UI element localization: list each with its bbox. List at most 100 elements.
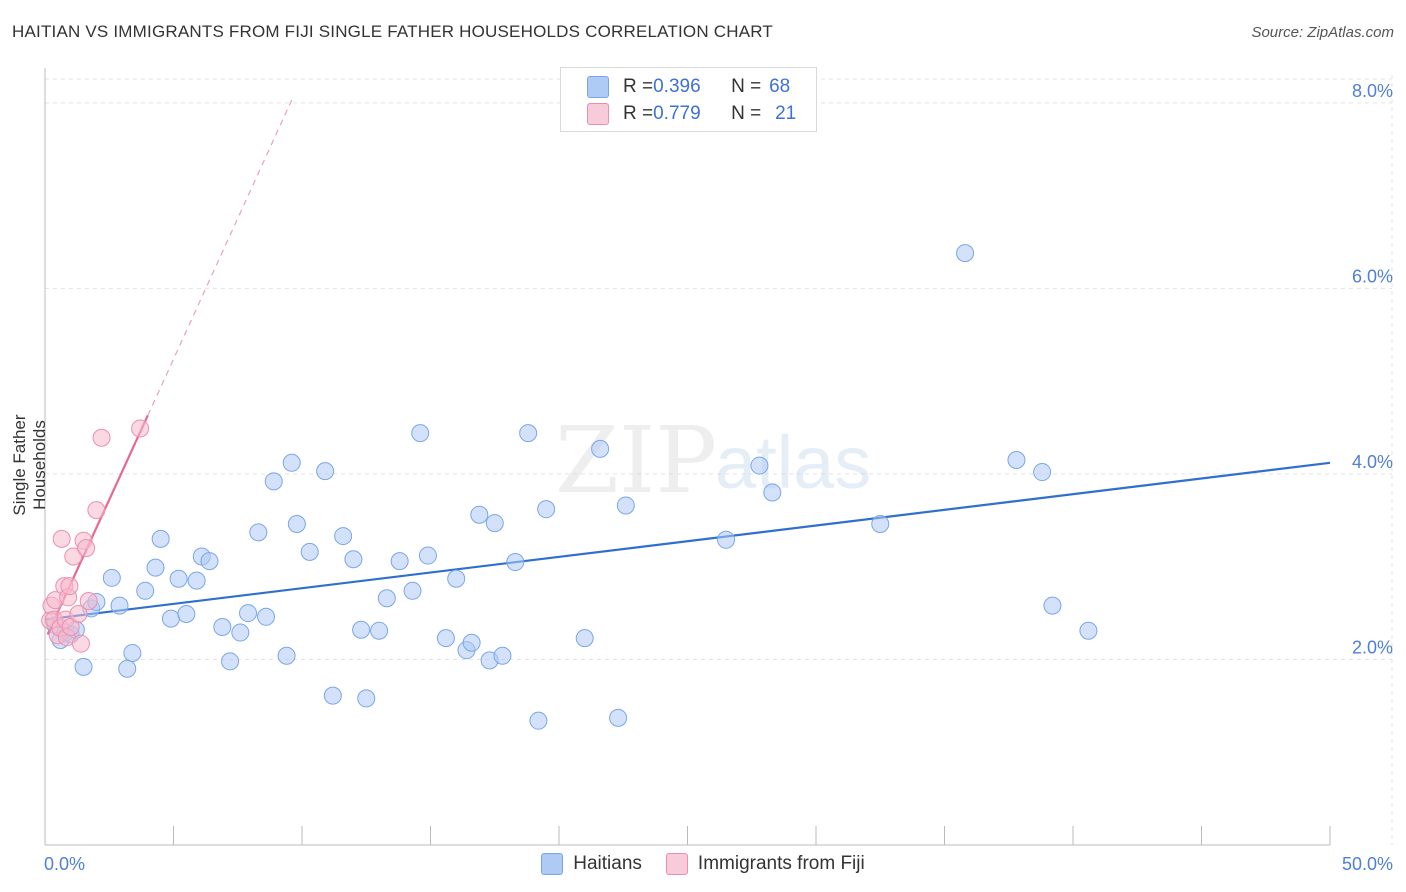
haitians-point bbox=[575, 629, 594, 648]
haitians-point bbox=[352, 620, 371, 639]
y-tick-label: 4.0% bbox=[1352, 452, 1393, 472]
haitians-point bbox=[390, 552, 409, 571]
haitians-point bbox=[110, 596, 129, 615]
fiji-point bbox=[79, 592, 98, 611]
haitians-point bbox=[136, 581, 155, 600]
fiji-trend-extension bbox=[147, 99, 293, 416]
haitians-point bbox=[231, 623, 250, 642]
haitians-point bbox=[493, 646, 512, 665]
haitians-point bbox=[213, 617, 232, 636]
haitians-point bbox=[1033, 463, 1052, 482]
legend-swatch-haitians bbox=[587, 76, 609, 98]
watermark: ZIP atlas bbox=[555, 407, 871, 514]
haitians-point bbox=[717, 530, 736, 549]
haitians-point bbox=[287, 515, 306, 534]
y-tick-label: 8.0% bbox=[1352, 81, 1393, 101]
y-tick-label: 2.0% bbox=[1352, 637, 1393, 657]
legend-n-value: 68 bbox=[769, 76, 791, 97]
fiji-point bbox=[52, 529, 71, 548]
haitians-point bbox=[750, 456, 769, 475]
fiji-point bbox=[60, 577, 79, 596]
haitians-point bbox=[249, 523, 268, 542]
haitians-point bbox=[357, 689, 376, 708]
fiji-point bbox=[87, 501, 106, 520]
haitians-point bbox=[151, 529, 170, 548]
haitians-point bbox=[403, 581, 422, 600]
legend-swatch-haitians bbox=[541, 853, 564, 875]
haitians-point bbox=[177, 605, 196, 623]
haitians-point bbox=[763, 483, 782, 502]
haitians-point bbox=[537, 500, 556, 519]
legend-r-value: 0.779 bbox=[653, 103, 701, 124]
fiji-point bbox=[71, 634, 90, 653]
legend-label-haitians: Haitians bbox=[573, 853, 642, 874]
haitians-point bbox=[377, 589, 396, 608]
haitians-point bbox=[485, 514, 504, 533]
data-points bbox=[41, 244, 1098, 730]
legend-item-fiji[interactable]: Immigrants from Fiji bbox=[665, 853, 865, 875]
haitians-point bbox=[123, 643, 142, 662]
series-legend: Haitians Immigrants from Fiji bbox=[0, 851, 1406, 877]
legend-r-label: R = bbox=[623, 76, 654, 97]
haitians-point bbox=[519, 424, 538, 443]
haitians-point bbox=[436, 629, 455, 648]
haitians-point bbox=[200, 552, 219, 571]
haitians-point bbox=[187, 571, 206, 590]
correlation-legend: R = 0.396 N = 68 R = 0.779 N = 21 bbox=[560, 67, 817, 132]
fiji-point bbox=[92, 428, 111, 447]
haitians-point bbox=[470, 505, 489, 524]
haitians-point bbox=[257, 607, 276, 626]
legend-r-value: 0.396 bbox=[653, 76, 701, 97]
legend-swatch-fiji bbox=[665, 853, 688, 875]
haitians-point bbox=[462, 633, 481, 652]
y-tick-labels: 2.0% 4.0% 6.0% 8.0% bbox=[1352, 81, 1393, 658]
haitians-point bbox=[221, 652, 240, 671]
chart-title: HAITIAN VS IMMIGRANTS FROM FIJI SINGLE F… bbox=[12, 22, 773, 41]
watermark-atlas: atlas bbox=[715, 421, 871, 504]
haitians-point bbox=[1007, 451, 1026, 469]
haitians-point bbox=[418, 546, 437, 565]
axes bbox=[44, 68, 1331, 846]
legend-n-label: N = bbox=[731, 76, 762, 97]
fiji-point bbox=[69, 605, 88, 623]
haitians-point bbox=[411, 424, 430, 443]
legend-item-haitians[interactable]: Haitians bbox=[541, 853, 642, 875]
haitians-point bbox=[146, 558, 165, 577]
source-label: Source: ZipAtlas.com bbox=[1251, 24, 1394, 41]
haitians-point bbox=[300, 542, 319, 561]
haitians-point bbox=[264, 472, 283, 491]
haitians-point bbox=[169, 569, 188, 588]
haitians-trend-line bbox=[44, 461, 1331, 621]
haitians-point bbox=[74, 657, 93, 676]
haitians-point bbox=[956, 244, 975, 263]
y-axis-label: Single Father Households bbox=[10, 414, 49, 516]
haitians-point bbox=[239, 604, 258, 623]
haitians-point bbox=[161, 609, 180, 628]
x-tick-label: 0.0% bbox=[44, 854, 85, 874]
haitians-point bbox=[447, 569, 466, 588]
trend-lines bbox=[44, 99, 1331, 635]
legend-n-value: 21 bbox=[775, 103, 797, 124]
legend-swatch-fiji bbox=[587, 103, 609, 125]
haitians-point bbox=[277, 646, 296, 665]
haitians-point bbox=[323, 686, 342, 705]
legend-r-label: R = bbox=[623, 103, 654, 124]
haitians-point bbox=[616, 496, 635, 515]
haitians-point bbox=[506, 553, 525, 572]
haitians-point bbox=[609, 708, 628, 727]
haitians-point bbox=[118, 659, 137, 678]
x-tick-labels: 0.0% 50.0% bbox=[44, 854, 1393, 874]
haitians-point bbox=[370, 621, 389, 640]
haitians-point bbox=[282, 453, 301, 472]
haitians-point bbox=[334, 527, 353, 546]
haitians-point bbox=[871, 515, 890, 534]
y-tick-label: 6.0% bbox=[1352, 266, 1393, 286]
fiji-point bbox=[64, 547, 83, 566]
legend-n-label: N = bbox=[731, 103, 762, 124]
fiji-point bbox=[77, 539, 96, 558]
x-tick-label: 50.0% bbox=[1342, 854, 1393, 874]
haitians-point bbox=[316, 462, 335, 481]
haitians-point bbox=[1079, 621, 1098, 640]
legend-row-haitians: R = 0.396 N = 68 bbox=[587, 74, 790, 100]
